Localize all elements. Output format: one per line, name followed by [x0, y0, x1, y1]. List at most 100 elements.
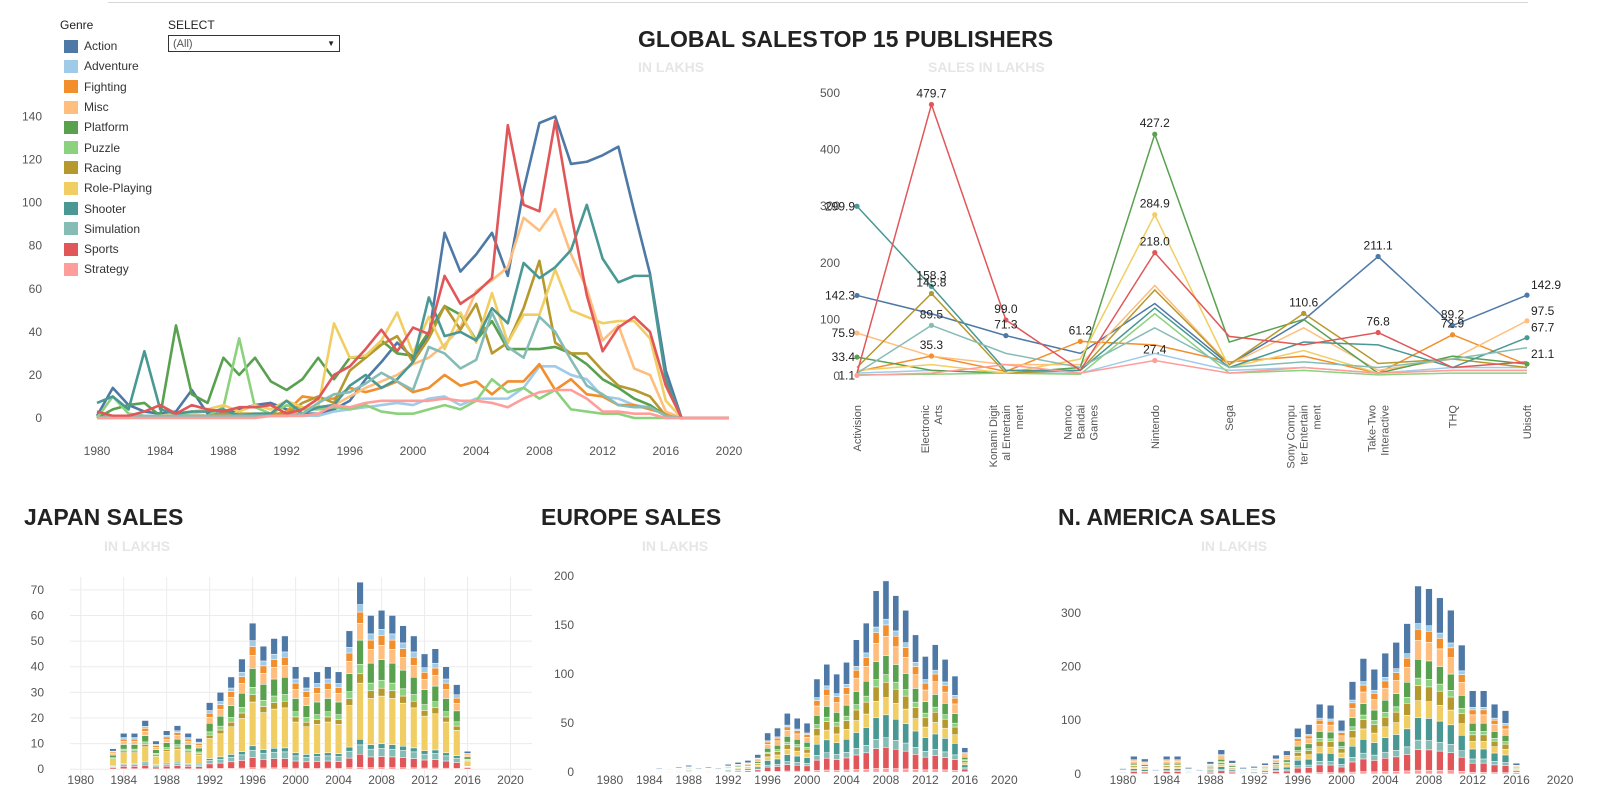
na-bar-segment [1326, 704, 1335, 720]
europe-bar-segment [803, 734, 811, 738]
na-bar-segment [1458, 670, 1466, 675]
japan-x-tick-label: 2004 [325, 773, 352, 787]
global-x-tick-label: 1988 [210, 444, 237, 458]
europe-bar-segment [882, 682, 890, 698]
na-bar-segment [1392, 680, 1400, 694]
na-bar-segment [1436, 648, 1444, 667]
japan-bar-segment [442, 688, 450, 699]
japan-bar-segment [367, 615, 375, 635]
na-bar-segment [1250, 766, 1258, 769]
na-bar-segment [1316, 717, 1324, 721]
select-dropdown[interactable]: (All) ▼ [168, 35, 340, 52]
legend-item-action[interactable]: Action [60, 36, 152, 56]
europe-bar-segment [774, 727, 781, 738]
europe-bar-segment [823, 695, 831, 707]
na-bar-segment [1479, 734, 1488, 742]
europe-bar-segment [774, 740, 781, 746]
legend-item-platform[interactable]: Platform [60, 117, 152, 137]
na-bar-segment [1414, 769, 1422, 775]
europe-bar-segment [853, 732, 860, 749]
japan-bar-segment [227, 705, 235, 718]
japan-bar-segment [173, 725, 182, 732]
na-bar-segment [1501, 735, 1510, 742]
japan-bar-segment [163, 751, 171, 764]
na-x-tick-label: 1984 [1153, 773, 1180, 787]
legend-item-racing[interactable]: Racing [60, 158, 152, 178]
europe-bar-segment [961, 762, 969, 766]
europe-bar-segment [961, 756, 969, 760]
japan-bar-segment [130, 750, 139, 753]
publishers-data-label: 89.5 [920, 307, 944, 321]
legend-item-fighting[interactable]: Fighting [60, 77, 152, 97]
europe-bar-segment [922, 751, 929, 758]
europe-bar-segment [931, 769, 939, 773]
na-bar-segment [1294, 765, 1302, 769]
japan-bar-segment [259, 759, 267, 769]
publishers-data-label: 284.9 [1140, 197, 1170, 211]
europe-bar-segment [912, 688, 919, 703]
na-bar-segment [1348, 761, 1357, 773]
legend-item-shooter[interactable]: Shooter [60, 198, 152, 218]
na-bar-segment [1130, 771, 1138, 774]
legend-item-simulation[interactable]: Simulation [60, 219, 152, 239]
japan-bar-segment [431, 674, 439, 687]
legend-item-puzzle[interactable]: Puzzle [60, 137, 152, 157]
japan-bar-segment [249, 668, 257, 688]
legend-swatch [64, 161, 78, 175]
global-series-line-strategy [97, 388, 729, 420]
na-bar-segment [1316, 703, 1324, 719]
japan-bar-segment [463, 751, 472, 754]
europe-bar-segment [843, 738, 850, 753]
na-bar-segment [1359, 771, 1368, 775]
legend-item-adventure[interactable]: Adventure [60, 56, 152, 76]
japan-bar-segment [345, 746, 353, 752]
japan-bar-segment [141, 720, 149, 727]
na-bar-segment [1370, 699, 1378, 711]
publishers-data-point [1375, 253, 1381, 260]
global-series-line-platform [96, 304, 729, 420]
na-x-tick-label: 1980 [1110, 773, 1137, 787]
japan-bar-segment [130, 764, 139, 767]
japan-bar-segment [292, 698, 300, 713]
europe-bar-segment [833, 712, 840, 723]
japan-bar-segment [356, 767, 364, 770]
legend-label: Racing [84, 160, 122, 175]
publishers-series-line-action [856, 255, 1528, 366]
na-bar-segment [1447, 609, 1455, 644]
na-bar-segment [1370, 693, 1378, 700]
japan-bar-segment [249, 622, 257, 641]
europe-bar-segment [793, 739, 801, 745]
publishers-data-point [854, 330, 860, 336]
na-bar-segment [1163, 771, 1171, 774]
legend-item-misc[interactable]: Misc [60, 97, 152, 117]
europe-bar-segment [862, 768, 870, 773]
publishers-series-line-shooter [856, 205, 1528, 372]
europe-bar-segment [922, 769, 929, 773]
legend-item-role-playing[interactable]: Role-Playing [60, 178, 152, 198]
select-label: SELECT [168, 18, 215, 32]
europe-bar-segment [892, 703, 900, 720]
japan-bar-segment [399, 745, 407, 751]
publishers-data-label: 27.4 [1143, 342, 1167, 356]
na-bar-segment [1458, 695, 1466, 709]
legend-item-sports[interactable]: Sports [60, 239, 152, 259]
na-bar-segment [1479, 709, 1488, 716]
japan-bar-segment [184, 764, 192, 767]
legend-item-strategy[interactable]: Strategy [60, 259, 152, 279]
japan-bar-segment [173, 732, 182, 736]
japan-bar-segment [281, 747, 289, 753]
europe-bar-segment [931, 755, 939, 770]
na-bar-segment [1337, 752, 1346, 759]
japan-bar-segment [356, 682, 364, 740]
na-bar-segment [1425, 679, 1433, 688]
japan-bar-segment [453, 684, 461, 696]
na-bar-segment [1283, 750, 1291, 756]
europe-bar-segment [606, 771, 614, 773]
na-bar-segment [1447, 696, 1455, 711]
japan-bar-segment [313, 756, 321, 762]
japan-bar-segment [453, 721, 461, 727]
japan-bar-segment [324, 755, 332, 762]
na-bar-segment [1326, 753, 1335, 762]
japan-bar-segment [238, 707, 246, 714]
